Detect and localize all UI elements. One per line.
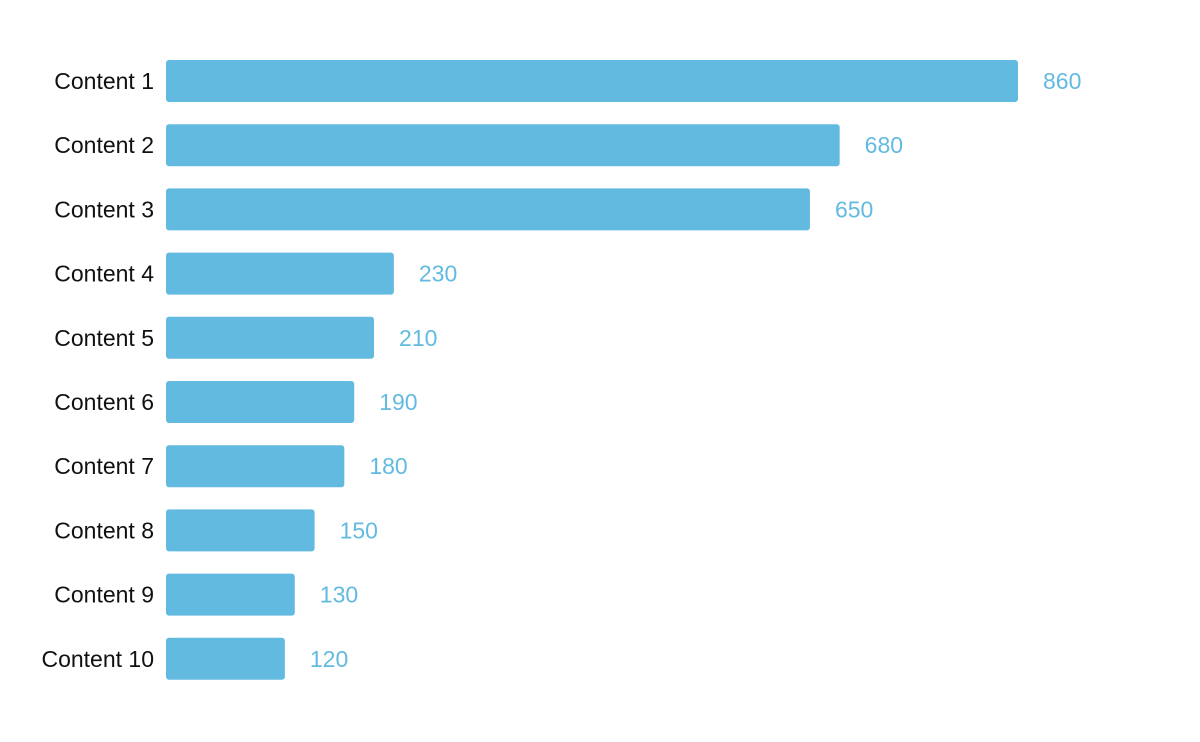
category-label-2: Content 2: [54, 132, 154, 158]
bar-5: [166, 316, 375, 359]
value-label-7: 180: [369, 453, 407, 479]
value-label-5: 210: [399, 325, 437, 351]
category-label-8: Content 8: [54, 517, 154, 543]
bar-2: [166, 124, 840, 167]
bar-6: [166, 381, 355, 423]
bar-9: [166, 573, 295, 616]
value-label-10: 120: [310, 646, 348, 672]
category-label-10: Content 10: [41, 646, 154, 672]
bars-group: [166, 60, 1018, 680]
category-label-1: Content 1: [54, 68, 154, 94]
value-label-4: 230: [419, 261, 457, 287]
bar-4: [166, 252, 394, 295]
category-labels-group: Content 1 Content 2 Content 3 Content 4 Cont…: [41, 68, 154, 672]
value-label-9: 130: [320, 582, 358, 608]
category-label-3: Content 3: [54, 196, 154, 222]
value-label-3: 650: [835, 196, 873, 222]
value-label-6: 190: [379, 389, 417, 415]
category-label-6: Content 6: [54, 389, 154, 415]
value-label-1: 860: [1043, 68, 1081, 94]
category-label-5: Content 5: [54, 325, 154, 351]
value-label-8: 150: [340, 517, 378, 543]
value-labels-group: 860 680 650 230 210 190 180 150 130 120: [310, 68, 1081, 672]
bar-1: [166, 60, 1018, 102]
bar-7: [166, 445, 345, 488]
bar-8: [166, 509, 315, 552]
value-label-2: 680: [865, 132, 903, 158]
category-label-7: Content 7: [54, 453, 154, 479]
bar-10: [166, 637, 285, 680]
bar-3: [166, 188, 810, 231]
category-label-4: Content 4: [54, 261, 154, 287]
category-label-9: Content 9: [54, 582, 154, 608]
